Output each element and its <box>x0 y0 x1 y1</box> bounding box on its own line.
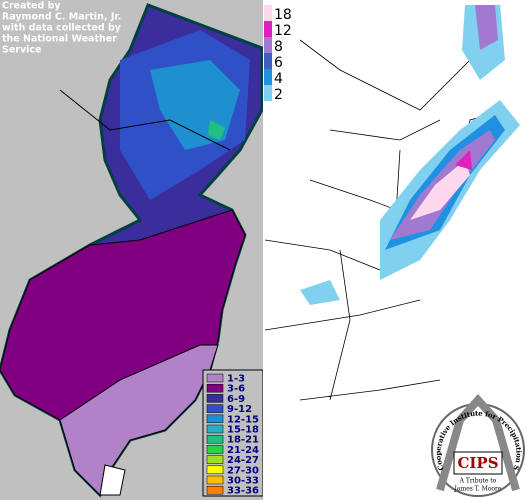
legend-swatch <box>206 414 224 424</box>
legend-swatch <box>206 383 224 393</box>
scale-swatch <box>264 53 272 69</box>
legend-swatch <box>206 475 224 485</box>
legend-swatch <box>206 455 224 464</box>
scale-swatch <box>264 69 272 85</box>
legend-swatch <box>206 394 224 403</box>
legend-swatch <box>206 465 224 475</box>
region-borders <box>264 4 506 401</box>
credit-line: Created by <box>2 1 61 12</box>
legend-swatch <box>206 485 224 495</box>
logo-tribute: A Tribute to <box>459 478 497 485</box>
legend-swatch <box>206 404 224 413</box>
scale-label: 2 <box>274 87 283 103</box>
legend-swatch <box>206 373 224 383</box>
scale-label: 4 <box>274 71 283 87</box>
credit-line: the National Weather <box>2 34 117 45</box>
legend-label: 1-3 <box>227 374 245 385</box>
legend-label: 3-6 <box>227 384 245 395</box>
left-legend: 1-33-66-99-1212-1515-1818-2121-2424-2727… <box>206 373 259 497</box>
legend-label: 27-30 <box>227 465 259 476</box>
legend-label: 30-33 <box>227 476 259 487</box>
snowfall-bands <box>300 5 520 305</box>
credit-line: Service <box>2 45 42 56</box>
scale-label: 18 <box>274 7 292 23</box>
legend-label: 12-15 <box>227 414 259 425</box>
legend-label: 33-36 <box>227 486 259 497</box>
legend-label: 18-21 <box>227 435 259 446</box>
logo-person: James T. Moore <box>454 486 502 493</box>
legend-swatch <box>206 424 224 434</box>
legend-label: 21-24 <box>227 445 259 456</box>
legend-label: 9-12 <box>227 404 252 415</box>
legend-swatch <box>206 445 224 454</box>
nj-map <box>0 3 264 498</box>
credit-line: Raymond C. Martin, Jr. <box>2 12 121 23</box>
scale-swatch <box>264 37 272 53</box>
scale-swatch <box>264 5 272 21</box>
scale-label: 12 <box>274 23 292 39</box>
legend-label: 15-18 <box>227 425 259 436</box>
legend-label: 24-27 <box>227 455 259 466</box>
scale-swatch <box>264 85 272 101</box>
logo-name: CIPS <box>457 454 498 472</box>
legend-label: 6-9 <box>227 394 245 405</box>
scale-label: 6 <box>274 55 283 71</box>
scale-label: 8 <box>274 39 283 55</box>
credit-line: with data collected by <box>2 23 122 34</box>
scale-swatch <box>264 21 272 37</box>
legend-swatch <box>206 434 224 444</box>
